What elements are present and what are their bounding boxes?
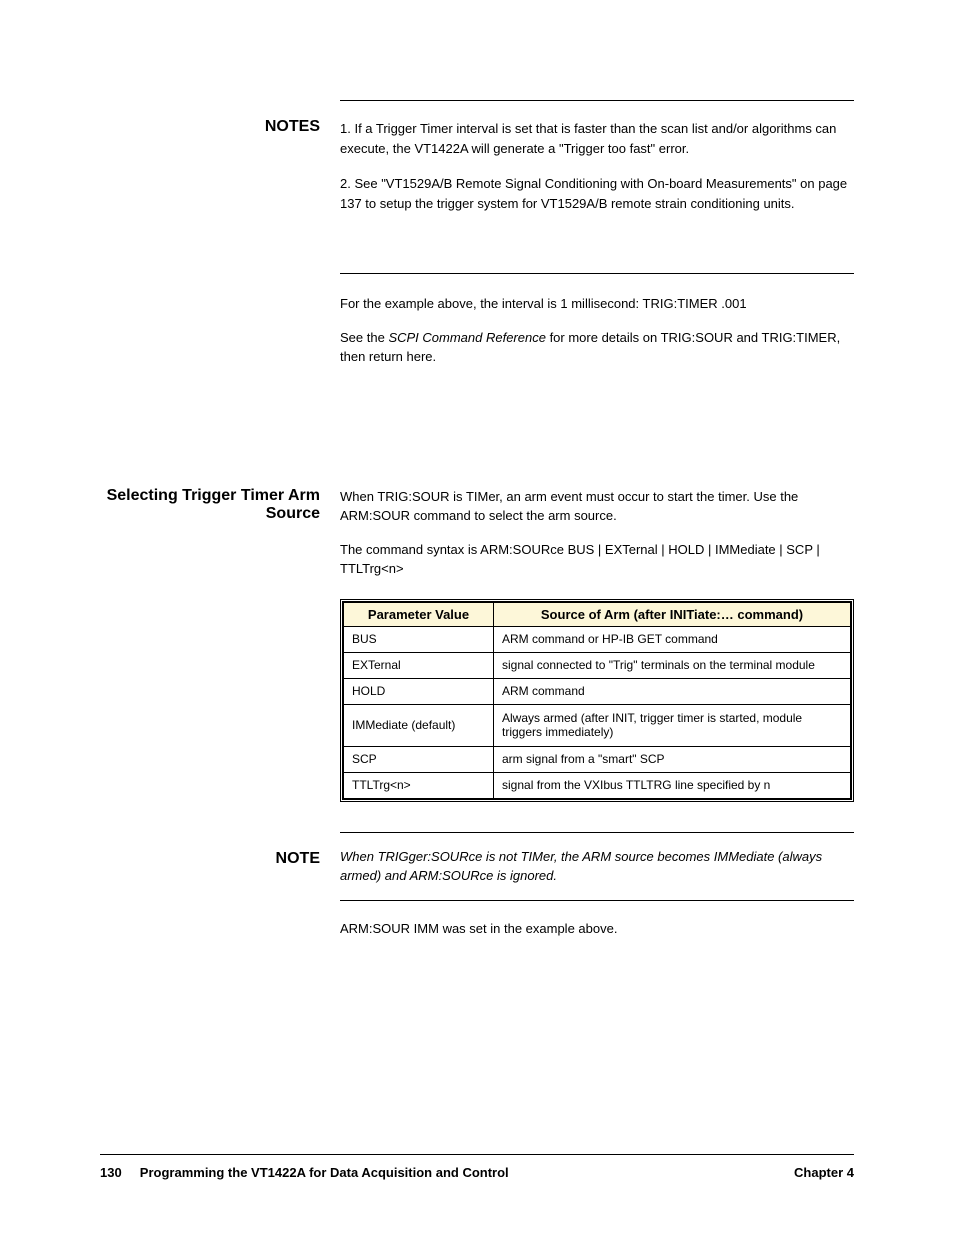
notes-para2: 2. See "VT1529A/B Remote Signal Conditio… [340, 174, 854, 213]
footer-title: Programming the VT1422A for Data Acquisi… [140, 1165, 509, 1180]
after-text: ARM:SOUR IMM was set in the example abov… [340, 919, 854, 939]
note-heading: NOTE [100, 850, 320, 868]
table-row: SCP arm signal from a "smart" SCP [344, 746, 851, 772]
trigger-para2: The command syntax is ARM:SOURce BUS | E… [340, 540, 854, 579]
table-row: EXTernal signal connected to "Trig" term… [344, 652, 851, 678]
table-row: HOLD ARM command [344, 678, 851, 704]
see-ref-text: See the SCPI Command Reference for more … [340, 328, 854, 367]
table-row: TTLTrg<n> signal from the VXIbus TTLTRG … [344, 772, 851, 798]
interval-text: For the example above, the interval is 1… [340, 294, 854, 314]
trigger-para1: When TRIG:SOUR is TIMer, an arm event mu… [340, 487, 854, 526]
arm-source-table: Parameter Value Source of Arm (after INI… [340, 599, 854, 802]
divider-note-2 [340, 900, 854, 901]
table-row: IMMediate (default) Always armed (after … [344, 704, 851, 746]
table-header-source: Source of Arm (after INITiate:… command) [494, 602, 851, 626]
divider-top-2 [340, 273, 854, 274]
trigger-heading: Selecting Trigger Timer Arm Source [100, 487, 320, 523]
note-text: When TRIGger:SOURce is not TIMer, the AR… [340, 847, 854, 886]
page-footer: 130 Programming the VT1422A for Data Acq… [100, 1154, 854, 1180]
table-row: BUS ARM command or HP-IB GET command [344, 626, 851, 652]
table-header-param: Parameter Value [344, 602, 494, 626]
page-number: 130 [100, 1165, 122, 1180]
footer-chapter: Chapter 4 [794, 1165, 854, 1180]
notes-para1: 1. If a Trigger Timer interval is set th… [340, 119, 854, 158]
notes-heading: NOTES [100, 118, 320, 136]
